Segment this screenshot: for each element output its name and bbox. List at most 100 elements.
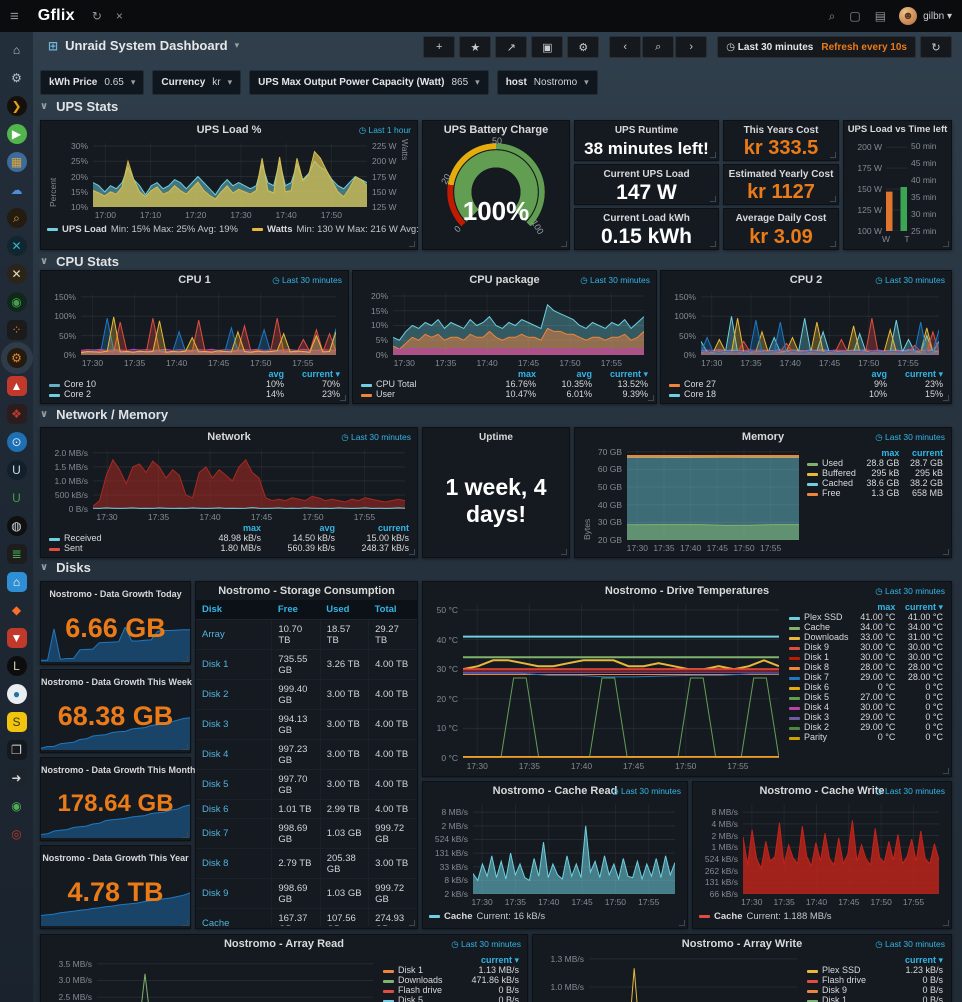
legend-row[interactable]: Disk 2 29.00 °C 0 °C xyxy=(787,722,945,732)
panel-title[interactable]: UPS Battery Charge xyxy=(443,124,549,136)
legend-column-header[interactable]: current ▾ xyxy=(904,369,943,379)
stat-title[interactable]: Nostromo - Data Growth This Week xyxy=(41,677,192,687)
ups-bars-chart[interactable]: 100 W 125 W 150 W 175 W 200 W 25 min 30 min 35 … xyxy=(850,139,945,245)
stat-title[interactable]: Uptime xyxy=(479,432,513,443)
prev-button[interactable]: ‹ xyxy=(609,36,642,58)
disk-name-cell[interactable]: Disk 5 xyxy=(196,769,272,800)
panel-title[interactable]: Nostromo - Array Read xyxy=(223,938,344,950)
panel-title[interactable]: Memory xyxy=(741,431,785,443)
legend-row[interactable]: Disk 5 27.00 °C 0 °C xyxy=(787,692,945,702)
legend-row[interactable]: Cached 38.6 GB 38.2 GB xyxy=(805,478,945,488)
stat-title[interactable]: UPS Runtime xyxy=(614,125,679,136)
grafana-icon[interactable]: ⚙ xyxy=(6,348,27,368)
legend-row[interactable]: Disk 9 30.00 °C 30.00 °C xyxy=(787,642,945,652)
legend-column-header[interactable]: max xyxy=(517,369,536,379)
legend-column-header[interactable]: avg xyxy=(268,369,284,379)
legend-row[interactable]: Disk 1 1.13 MB/s xyxy=(381,965,521,975)
share-button[interactable]: ↗ xyxy=(495,36,528,58)
display-icon[interactable]: ▤ xyxy=(874,9,887,23)
legend-column-header[interactable]: max xyxy=(877,602,896,612)
dashboard-settings-button[interactable]: ⚙ xyxy=(567,36,600,58)
column-header[interactable]: Free xyxy=(271,600,321,620)
panel-title[interactable]: Nostromo - Cache Read xyxy=(492,785,618,797)
drive-temperatures-chart[interactable]: 0 °C 10 °C 20 °C 30 °C 40 °C 50 °C 17:30 17:35 1… xyxy=(429,600,787,772)
chevron-down-icon[interactable]: ▾ xyxy=(234,40,240,50)
legend-row[interactable]: Used 28.8 GB 28.7 GB xyxy=(805,458,945,468)
legend-column-header[interactable]: avg xyxy=(576,369,592,379)
lidarr-icon[interactable]: ◎ xyxy=(11,827,22,841)
network-chart[interactable]: 0 B/s 500 kB/s 1.0 MB/s 1.5 MB/s 2.0 MB/s 17:… xyxy=(47,446,411,523)
variable-ups-max-output[interactable]: UPS Max Output Power Capacity (Watt) 865 ▾ xyxy=(249,70,489,95)
legend-entry[interactable]: Cache Current: 16 kB/s xyxy=(429,911,545,922)
disk-name-cell[interactable]: Disk 1 xyxy=(196,649,272,680)
disk-name-cell[interactable]: Disk 3 xyxy=(196,709,272,740)
stat-title[interactable]: Average Daily Cost xyxy=(735,213,827,224)
tautulli-icon[interactable]: ▦ xyxy=(6,152,27,172)
legend-row[interactable]: Core 27 9% 23% xyxy=(667,379,945,389)
legend-row[interactable]: Core 18 10% 15% xyxy=(667,389,945,399)
gitlab-icon[interactable]: ◆ xyxy=(11,603,22,617)
disk-name-cell[interactable]: Disk 9 xyxy=(196,878,272,909)
menu-icon[interactable]: ≡ xyxy=(10,7,19,25)
panel-title[interactable]: Nostromo - Array Write xyxy=(681,938,803,950)
legend-row[interactable]: Disk 1 30.00 °C 30.00 °C xyxy=(787,652,945,662)
column-header[interactable]: Total xyxy=(368,600,417,620)
legend-row[interactable]: CPU Total 16.76% 10.35% 13.52% xyxy=(359,379,650,389)
legend-row[interactable]: Core 2 14% 23% xyxy=(47,389,342,399)
home-assistant-icon[interactable]: ⌂ xyxy=(6,572,27,592)
youtube-dl-icon[interactable]: ▼ xyxy=(6,628,27,648)
star-button[interactable]: ★ xyxy=(459,36,492,58)
panel-title[interactable]: Nostromo - Storage Consumption xyxy=(218,585,395,597)
legend-row[interactable]: Disk 7 29.00 °C 28.00 °C xyxy=(787,672,945,682)
logout-icon[interactable]: ➜ xyxy=(6,768,27,788)
variable-kwh-price[interactable]: kWh Price 0.65 ▾ xyxy=(40,70,145,95)
legend-column-header[interactable]: current ▾ xyxy=(904,602,943,612)
add-panel-button[interactable]: + xyxy=(423,36,456,58)
page-title[interactable]: Unraid System Dashboard xyxy=(65,38,228,53)
array-read-chart[interactable]: 3.5 MB/s3.0 MB/s2.5 MB/s2.0 MB/s1.5 MB/s… xyxy=(47,953,381,1002)
panel-title[interactable]: UPS Load vs Time left xyxy=(847,124,948,135)
unifi-icon[interactable]: U xyxy=(12,491,21,505)
disk-name-cell[interactable]: Disk 8 xyxy=(196,848,272,879)
scatter-app-icon[interactable]: ⁘ xyxy=(6,320,27,340)
legend-row[interactable]: Cache 34.00 °C 34.00 °C xyxy=(787,622,945,632)
legend-row[interactable]: Buffered 295 kB 295 kB xyxy=(805,468,945,478)
legend-column-header[interactable]: avg xyxy=(871,369,887,379)
panel-title[interactable]: CPU 2 xyxy=(789,274,823,286)
legend-row[interactable]: Parity 0 °C 0 °C xyxy=(787,732,945,742)
ubiquiti-icon[interactable]: U xyxy=(6,460,27,480)
legend-row[interactable]: Flash drive 0 B/s xyxy=(381,985,521,995)
cache-write-chart[interactable]: 66 kB/s 131 kB/s 262 kB/s 524 kB/s 1 MB/s 2 M… xyxy=(699,800,945,908)
traffic-app-icon[interactable]: ≣ xyxy=(6,544,27,564)
cache-read-chart[interactable]: 2 kB/s 8 kB/s 33 kB/s 131 kB/s 524 kB/s 2 MB/… xyxy=(429,800,681,908)
dish-app-icon[interactable]: ◍ xyxy=(6,516,27,536)
sabnzbd-icon[interactable]: S xyxy=(6,712,27,732)
stat-title[interactable]: Current Load kWh xyxy=(603,213,690,224)
kiosk-icon[interactable]: ▢ xyxy=(849,9,861,23)
cpu1-chart[interactable]: 0% 50% 100% 150% 17:30 17:35 17:40 17:45 17:50 17… xyxy=(47,289,342,369)
memory-chart[interactable]: 20 GB 30 GB 40 GB 50 GB 60 GB 70 GB 17:30 17:35… xyxy=(581,446,805,554)
panel-title[interactable]: Network xyxy=(207,431,251,443)
nextcloud-icon[interactable]: ☁ xyxy=(10,183,23,197)
column-header[interactable]: Disk xyxy=(196,600,272,620)
cpu-package-chart[interactable]: 0% 5% 10% 15% 20% 17:30 17:35 17:40 17:45 17:50 17… xyxy=(359,289,650,369)
legend-column-header[interactable]: current ▾ xyxy=(904,955,943,965)
refresh-interval-label[interactable]: Refresh every 10s xyxy=(821,41,907,53)
disk-name-cell[interactable]: Cache xyxy=(196,908,272,926)
panel-title[interactable]: UPS Load % xyxy=(196,124,262,136)
pihole-icon[interactable]: ❖ xyxy=(6,404,27,424)
panel-title[interactable]: CPU 1 xyxy=(178,274,211,286)
app-brand[interactable]: Gflix xyxy=(37,7,75,24)
bookstack-icon[interactable]: ❐ xyxy=(6,740,27,760)
disk-name-cell[interactable]: Disk 4 xyxy=(196,739,272,770)
legend-row[interactable]: Received 48.98 kB/s 14.50 kB/s 15.00 kB/s xyxy=(47,533,411,543)
avatar[interactable]: ☻ xyxy=(899,7,918,25)
legend-row[interactable]: Disk 4 30.00 °C 0 °C xyxy=(787,702,945,712)
section-disks[interactable]: ∨ Disks xyxy=(40,560,91,575)
close-icon[interactable]: × xyxy=(115,9,123,23)
emby-icon[interactable]: ▶ xyxy=(6,124,27,144)
lazylibrarian-icon[interactable]: L xyxy=(6,656,27,676)
next-button[interactable]: › xyxy=(675,36,708,58)
